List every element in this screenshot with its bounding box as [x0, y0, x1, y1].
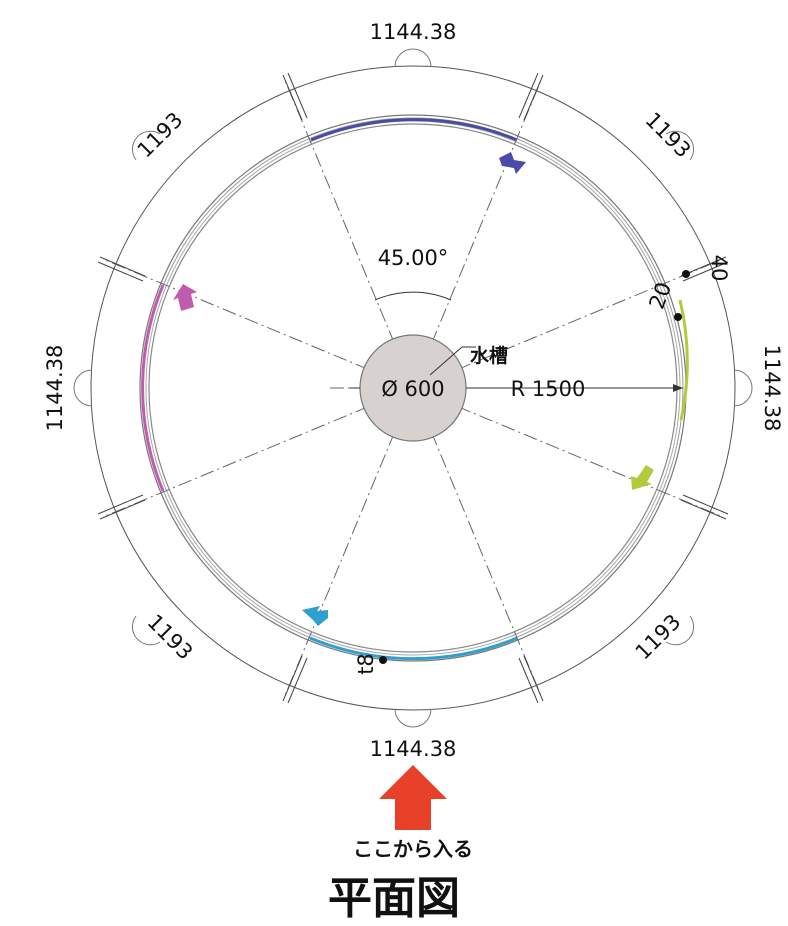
wall-joints [97, 72, 729, 704]
page-title: 平面図 [328, 873, 460, 924]
entrance-arrow [379, 765, 447, 830]
dim-t8: t8 [354, 653, 378, 675]
arc-bottom [309, 636, 518, 661]
direction-arrow-top [499, 152, 526, 174]
arc-right [678, 299, 689, 421]
chord-dim-left: 1144.38 [43, 345, 67, 432]
direction-arrow-right [631, 465, 654, 490]
direction-arrow-left [173, 284, 197, 311]
chord-dim-top: 1144.38 [370, 20, 457, 44]
dim-40: 40 [707, 255, 731, 282]
tank-leader-line [429, 346, 476, 376]
direction-arrow-bottom [302, 606, 328, 626]
arc-left [141, 284, 165, 492]
arc-dim-lower-left: 1193 [143, 610, 198, 665]
dim-20: 20 [645, 279, 677, 312]
chord-dim-bottom: 1144.38 [370, 737, 457, 761]
detail-markers [379, 270, 690, 664]
chord-dim-right: 1144.38 [760, 345, 784, 432]
outer-dimension-circle [90, 65, 736, 711]
radius-label: R 1500 [511, 377, 586, 401]
entrance-label: ここから入る [353, 837, 473, 861]
angle-label: 45.00° [378, 246, 449, 270]
tank-diameter-label: Ø 600 [381, 377, 444, 401]
angle-dimension-arc [374, 291, 452, 301]
radius-arrowhead [673, 384, 683, 392]
tank-label: 水槽 [470, 344, 508, 367]
arc-top [310, 118, 518, 142]
dimension-bumps [73, 48, 753, 728]
arc-dim-upper-left: 1193 [133, 108, 188, 163]
